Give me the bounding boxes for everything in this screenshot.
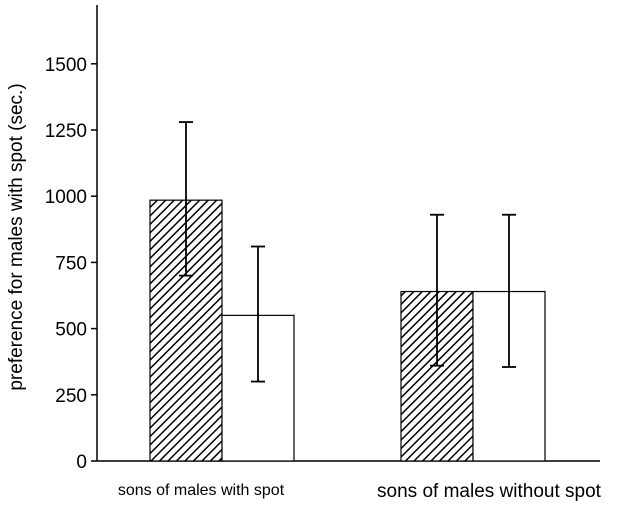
y-tick-label: 1000 — [45, 187, 87, 208]
y-tick-label: 1250 — [45, 121, 87, 142]
y-tick-label: 0 — [76, 452, 87, 473]
category-label: sons of males without spot — [377, 481, 602, 502]
y-axis-label: preference for males with spot (sec.) — [6, 83, 27, 390]
y-tick-label: 1500 — [45, 55, 87, 76]
y-tick-label: 750 — [55, 253, 87, 274]
y-tick-label: 500 — [55, 320, 87, 341]
y-tick-label: 250 — [55, 386, 87, 407]
category-label: sons of males with spot — [118, 482, 285, 499]
